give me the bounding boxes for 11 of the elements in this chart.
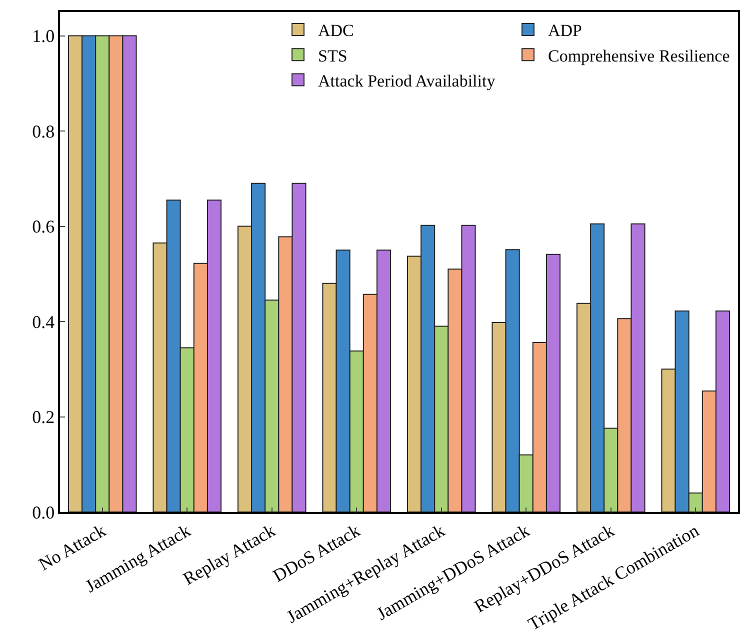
y-tick-label: 1.0: [32, 26, 55, 46]
legend-label: Comprehensive Resilience: [548, 46, 730, 66]
legend-label: ADP: [548, 21, 582, 40]
y-tick-label: 0.2: [32, 407, 55, 428]
legend-label: STS: [318, 46, 348, 66]
legend-label: Attack Period Availability: [318, 71, 496, 90]
y-tick-label: 0.6: [32, 216, 55, 237]
y-tick-label: 0.8: [32, 121, 55, 142]
y-tick-label: 0.4: [32, 312, 55, 332]
legend-label: ADC: [318, 21, 354, 40]
y-tick-label: 0.0: [32, 502, 55, 522]
